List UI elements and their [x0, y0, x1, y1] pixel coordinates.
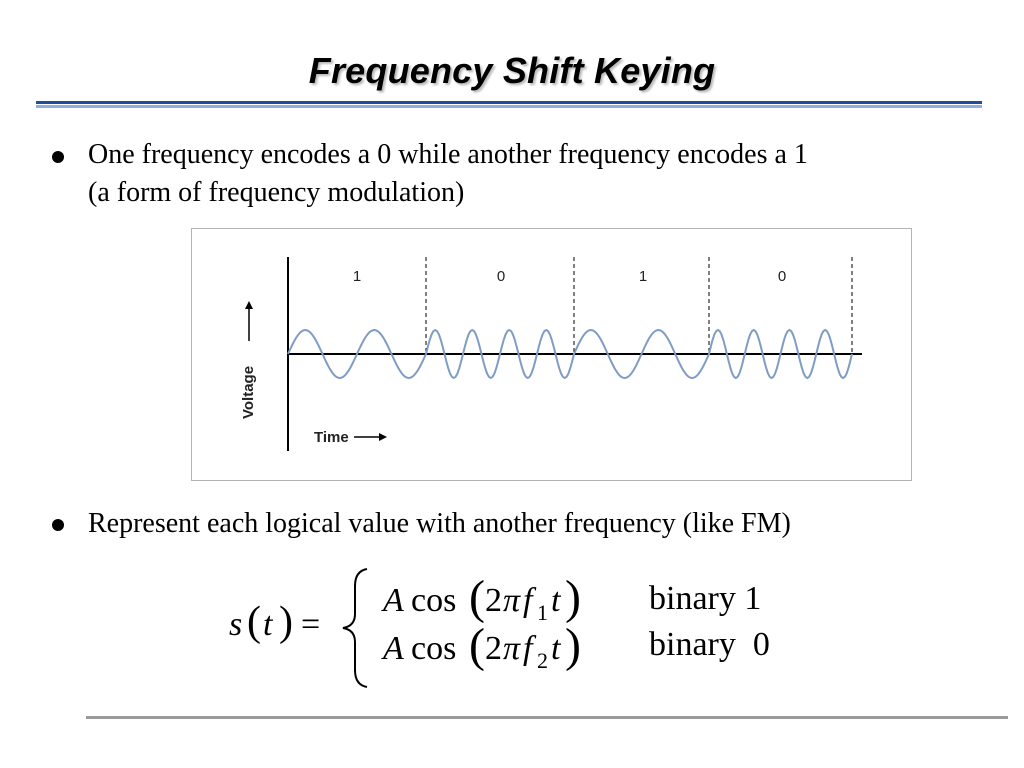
eq-case2-cos: cos — [411, 630, 457, 667]
eq-case1-t: t — [551, 582, 561, 619]
eq-case2-f: f — [523, 630, 533, 667]
eq-case2-subscript: 2 — [537, 648, 548, 673]
slide-title: Frequency Shift Keying — [308, 50, 716, 91]
eq-case2-two: 2 — [485, 630, 502, 667]
eq-case1-paren-open: ( — [469, 571, 485, 624]
eq-case1-f: f — [523, 582, 533, 619]
eq-case2-paren-open: ( — [469, 619, 485, 672]
voltage-axis-label: Voltage — [240, 366, 257, 419]
time-arrow-head-icon — [379, 433, 387, 441]
eq-case2-A: A — [383, 630, 404, 667]
eq-paren-close: ) — [279, 599, 293, 645]
eq-case1-paren-close: ) — [565, 571, 581, 624]
voltage-arrow-head-icon — [245, 301, 253, 309]
fsk-diagram: 1 0 1 0 Voltage Time — [240, 257, 862, 451]
bullet-dot — [52, 151, 64, 163]
title-divider — [36, 101, 982, 108]
eq-case1-A: A — [383, 582, 404, 619]
fsk-equation: s ( t ) = A cos ( 2 π f 1 t ) binary 1 A… — [225, 562, 825, 692]
eq-case1-two: 2 — [485, 582, 502, 619]
bit-label: 1 — [639, 268, 647, 285]
bullet-2-text: Represent each logical value with anothe… — [88, 508, 791, 539]
footer-divider — [86, 716, 1008, 719]
eq-equals: = — [301, 606, 321, 643]
eq-left-brace-icon — [342, 568, 368, 688]
eq-case2-label: binary 0 — [649, 626, 770, 663]
eq-s: s — [229, 606, 243, 643]
time-axis-label: Time — [314, 429, 349, 446]
fsk-figure: 1 0 1 0 Voltage Time — [191, 228, 912, 481]
bullet-dot — [52, 519, 64, 531]
bit-label: 0 — [497, 268, 505, 285]
eq-t: t — [263, 606, 273, 643]
bullet-1-line-2: (a form of frequency modulation) — [88, 177, 465, 208]
eq-case2-t: t — [551, 630, 561, 667]
eq-case1-label: binary 1 — [649, 580, 762, 617]
eq-case1-cos: cos — [411, 582, 457, 619]
bullet-1-line-1: One frequency encodes a 0 while another … — [88, 139, 808, 170]
eq-case1-pi: π — [503, 582, 521, 619]
bit-label: 1 — [353, 268, 361, 285]
eq-case1-subscript: 1 — [537, 600, 548, 625]
eq-case2-paren-close: ) — [565, 619, 581, 672]
fsk-waveform — [287, 328, 853, 380]
eq-case2-pi: π — [503, 630, 521, 667]
eq-paren-open: ( — [247, 599, 261, 645]
bullet-1-text: One frequency encodes a 0 while another … — [88, 136, 808, 212]
bit-label: 0 — [778, 268, 786, 285]
